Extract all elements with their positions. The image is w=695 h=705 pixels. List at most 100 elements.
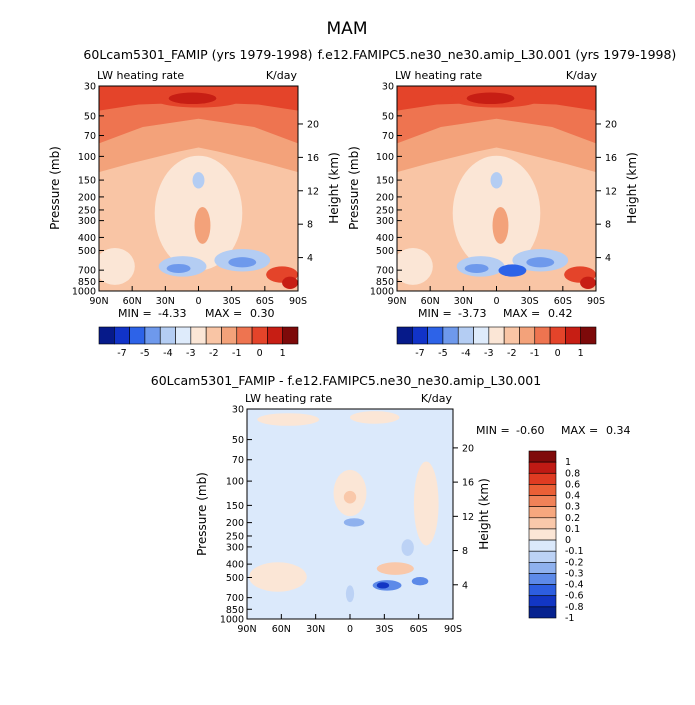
panel-a-subtitle-left: LW heating rate (97, 69, 184, 82)
y-tick-label: 1000 (220, 615, 244, 626)
y-tick-label: 850 (78, 277, 96, 288)
x-tick-label: 30S (521, 296, 539, 307)
y-tick-label: 70 (382, 131, 394, 142)
colorbar-swatch (473, 326, 490, 345)
diff-low-warm-a (249, 562, 307, 592)
colorbar-label: 0 (257, 348, 263, 359)
colorbar-label: 0.4 (565, 491, 580, 502)
y-tick-label: 250 (226, 531, 244, 542)
contour-cool-spot (490, 172, 503, 189)
y-tick-label: 1000 (72, 287, 96, 298)
panel-c-ylabel-right: Height (km) (477, 478, 491, 549)
panel-model-a: 60Lcam5301_FAMIP (yrs 1979-1998) LW heat… (48, 47, 341, 359)
y-tick-label: 50 (84, 111, 96, 122)
panel-c-min-value: -0.60 (516, 424, 544, 437)
x-tick-label: 30S (375, 624, 393, 635)
panel-c-min-label: MIN = (476, 424, 510, 437)
panel-c-ylabel: Pressure (mb) (195, 472, 209, 556)
colorbar-swatch (528, 584, 557, 597)
colorbar-swatch (528, 595, 557, 608)
y-tick-label: 70 (84, 131, 96, 142)
x-tick-label: 0 (195, 296, 201, 307)
contour-warm-core (194, 206, 211, 244)
x-tick-label: 0 (347, 624, 353, 635)
colorbar-swatch (396, 326, 413, 345)
y-right-tick-label: 12 (462, 512, 474, 523)
x-tick-label: 60S (410, 624, 428, 635)
y-tick-label: 500 (226, 573, 244, 584)
colorbar-swatch (528, 472, 557, 485)
colorbar-label: -3 (484, 348, 493, 359)
colorbar-swatch (236, 326, 253, 345)
colorbar-label: -0.6 (565, 591, 584, 602)
x-tick-label: 60S (554, 296, 572, 307)
y-right-tick-label: 4 (462, 580, 468, 591)
panel-a-min-value: -4.33 (158, 307, 186, 320)
colorbar-label: -1 (565, 613, 574, 624)
colorbar-swatch (159, 326, 176, 345)
y-tick-label: 700 (226, 593, 244, 604)
y-tick-label: 400 (78, 233, 96, 244)
contour-warm-core (492, 206, 509, 244)
panel-a-title: 60Lcam5301_FAMIP (yrs 1979-1998) (83, 47, 312, 62)
panel-model-b: f.e12.FAMIPC5.ne30_ne30.amip_L30.001 (yr… (318, 47, 677, 359)
colorbar-swatch (528, 506, 557, 519)
colorbar-swatch (144, 326, 161, 345)
colorbar-label: -1 (530, 348, 539, 359)
diff-mid-core (343, 490, 357, 504)
panel-c-max-label: MAX = (561, 424, 598, 437)
panel-b-title: f.e12.FAMIPC5.ne30_ne30.amip_L30.001 (yr… (318, 47, 677, 62)
colorbar-swatch (114, 326, 130, 345)
colorbar-swatch (503, 326, 520, 345)
colorbar-swatch (528, 517, 557, 530)
y-tick-label: 150 (226, 501, 244, 512)
colorbar-swatch (129, 326, 146, 345)
y-tick-label: 300 (226, 542, 244, 553)
contour-polar-north (397, 247, 433, 285)
colorbar-label: -7 (415, 348, 424, 359)
panel-b-axes: 90N 60N 30N 0 30S 60S 90S 30 50 70 100 150 200 250300… (370, 82, 617, 308)
y-tick-label: 700 (78, 266, 96, 277)
x-tick-label: 60N (272, 624, 291, 635)
y-tick-label: 300 (78, 216, 96, 227)
panel-a-axes: 90N 60N 30N 0 30S 60S 90S 30 50 70 100 150 200 250300… (72, 82, 319, 308)
colorbar-label: -5 (140, 348, 149, 359)
panel-a-contours (99, 86, 298, 289)
colorbar-label: -0.2 (565, 557, 584, 568)
y-right-tick-label: 12 (605, 186, 617, 197)
y-tick-label: 100 (226, 477, 244, 488)
colorbar-label: 0.6 (565, 479, 580, 490)
colorbar-swatch (251, 326, 268, 345)
colorbar-label: 1 (280, 348, 286, 359)
panel-b-subtitle-right: K/day (566, 69, 598, 82)
y-right-tick-label: 8 (605, 220, 611, 231)
y-tick-label: 250 (78, 205, 96, 216)
colorbar-swatch (190, 326, 207, 345)
y-tick-label: 30 (84, 82, 96, 93)
y-tick-label: 100 (376, 152, 394, 163)
colorbar-swatch (282, 326, 299, 345)
colorbar-swatch (528, 495, 557, 507)
panel-difference: 60Lcam5301_FAMIP - f.e12.FAMIPC5.ne30_ne… (151, 373, 631, 635)
x-tick-label: 30N (156, 296, 175, 307)
colorbar-swatch (442, 326, 459, 345)
colorbar-swatch (528, 539, 557, 552)
x-tick-label: 90S (289, 296, 307, 307)
colorbar-swatch (528, 550, 557, 563)
colorbar-label: 0.8 (565, 468, 580, 479)
colorbar-swatch (528, 573, 557, 585)
colorbar-label: 1 (578, 348, 584, 359)
diff-low-warm-b (376, 562, 414, 575)
contour-low-cold-a (166, 263, 191, 273)
y-right-tick-label: 16 (605, 153, 617, 164)
x-tick-label: 90S (444, 624, 462, 635)
y-right-tick-label: 16 (462, 478, 474, 489)
panel-b-min-label: MIN = (418, 307, 452, 320)
y-tick-label: 50 (382, 111, 394, 122)
diff-cool-patch (401, 539, 414, 556)
y-tick-label: 200 (226, 518, 244, 529)
x-tick-label: 60S (256, 296, 274, 307)
colorbar-label: 0.2 (565, 513, 580, 524)
y-tick-label: 400 (226, 560, 244, 571)
colorbar-swatch (427, 326, 444, 345)
